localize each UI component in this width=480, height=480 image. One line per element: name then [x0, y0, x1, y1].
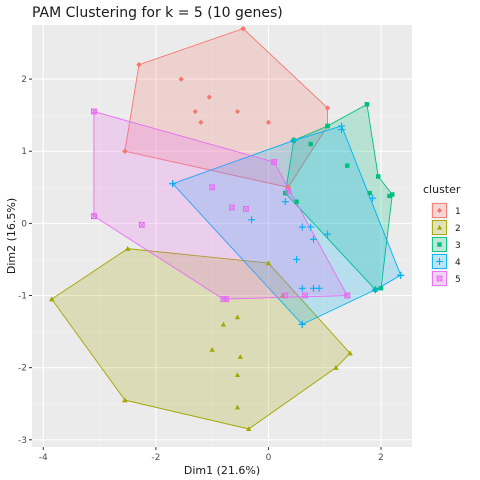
cluster-3-point: [345, 163, 349, 167]
legend-item-4: 4: [431, 253, 461, 270]
legend-item-5: 5: [431, 270, 461, 287]
legend-label: 3: [455, 241, 461, 251]
legend-label: 1: [455, 207, 461, 217]
legend-item-1: 1: [431, 202, 461, 219]
cluster-3-hull-vertex: [379, 286, 383, 290]
cluster-3-point: [376, 174, 380, 178]
legend-label: 4: [455, 258, 461, 268]
x-tick-label: -2: [151, 453, 160, 463]
legend-item-3: 3: [431, 236, 461, 253]
cluster-3-point: [387, 194, 391, 198]
y-tick-label: 2: [21, 75, 27, 85]
y-axis-title: Dim2 (16.5%): [5, 198, 18, 274]
y-tick-label: -3: [18, 436, 27, 446]
legend-item-2: 2: [431, 219, 461, 236]
y-tick-label: 1: [21, 147, 27, 157]
legend-marker: [437, 242, 441, 246]
x-tick-label: -4: [39, 453, 48, 463]
legend-title: cluster: [423, 183, 461, 196]
y-tick-label: 0: [21, 219, 27, 229]
cluster-3-point: [365, 102, 369, 106]
x-axis-title: Dim1 (21.6%): [184, 464, 260, 477]
y-tick-label: -1: [18, 292, 27, 302]
y-axis-ticks: -3 -2 -1 0 1 2: [18, 75, 32, 446]
cluster-3-point: [294, 200, 298, 204]
legend-label: 2: [455, 224, 461, 234]
legend-label: 5: [455, 275, 461, 285]
x-tick-label: 2: [378, 453, 384, 463]
cluster-3-point: [368, 191, 372, 195]
y-tick-label: -2: [18, 364, 27, 374]
cluster-3-point: [325, 124, 329, 128]
legend: cluster 1 2 3 4 5: [423, 183, 461, 287]
x-tick-label: 0: [266, 453, 272, 463]
x-axis-ticks: -4 -2 0 2: [39, 447, 384, 463]
cluster-3-point: [308, 142, 312, 146]
chart-title: PAM Clustering for k = 5 (10 genes): [32, 5, 283, 21]
